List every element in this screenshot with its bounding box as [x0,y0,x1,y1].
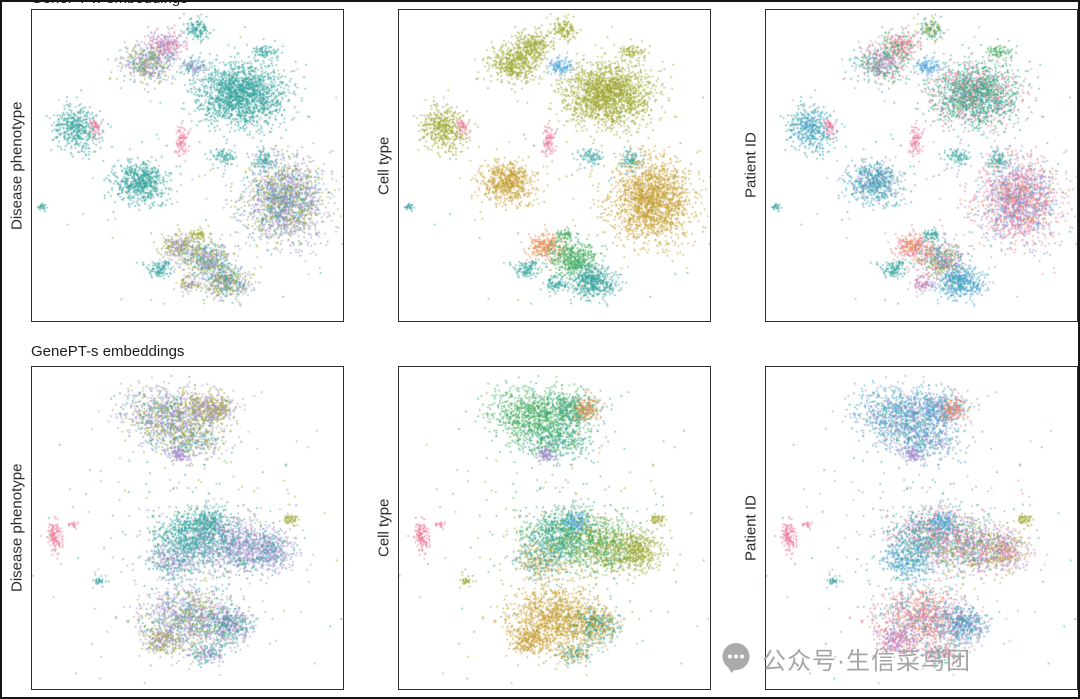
ylabel-bottom-cell-type: Cell type [375,498,393,558]
ylabel-bottom-disease-phenotype: Disease phenotype [8,463,26,593]
ylabel-top-patient-id: Patient ID [742,132,760,199]
row-title-genept-s: GenePT-s embeddings [31,343,185,360]
panel-genept-w-patient-id [765,9,1078,322]
panel-genept-s-cell-type [398,366,711,690]
scatter-plot-canvas [399,367,710,689]
scatter-plot-canvas [766,10,1077,321]
panel-genept-w-disease-phenotype [31,9,344,322]
panel-genept-s-disease-phenotype [31,366,344,690]
scatter-plot-canvas [32,367,343,689]
row-title-genept-w: GenePT-w embeddings [31,2,188,7]
ylabel-top-disease-phenotype: Disease phenotype [8,101,26,230]
panel-genept-s-patient-id [765,366,1078,690]
panel-genept-w-cell-type [398,9,711,322]
scatter-plot-canvas [32,10,343,321]
scatter-plot-canvas [399,10,710,321]
ylabel-top-cell-type: Cell type [375,136,393,195]
scatter-plot-canvas [766,367,1077,689]
ylabel-bottom-patient-id: Patient ID [742,495,760,561]
